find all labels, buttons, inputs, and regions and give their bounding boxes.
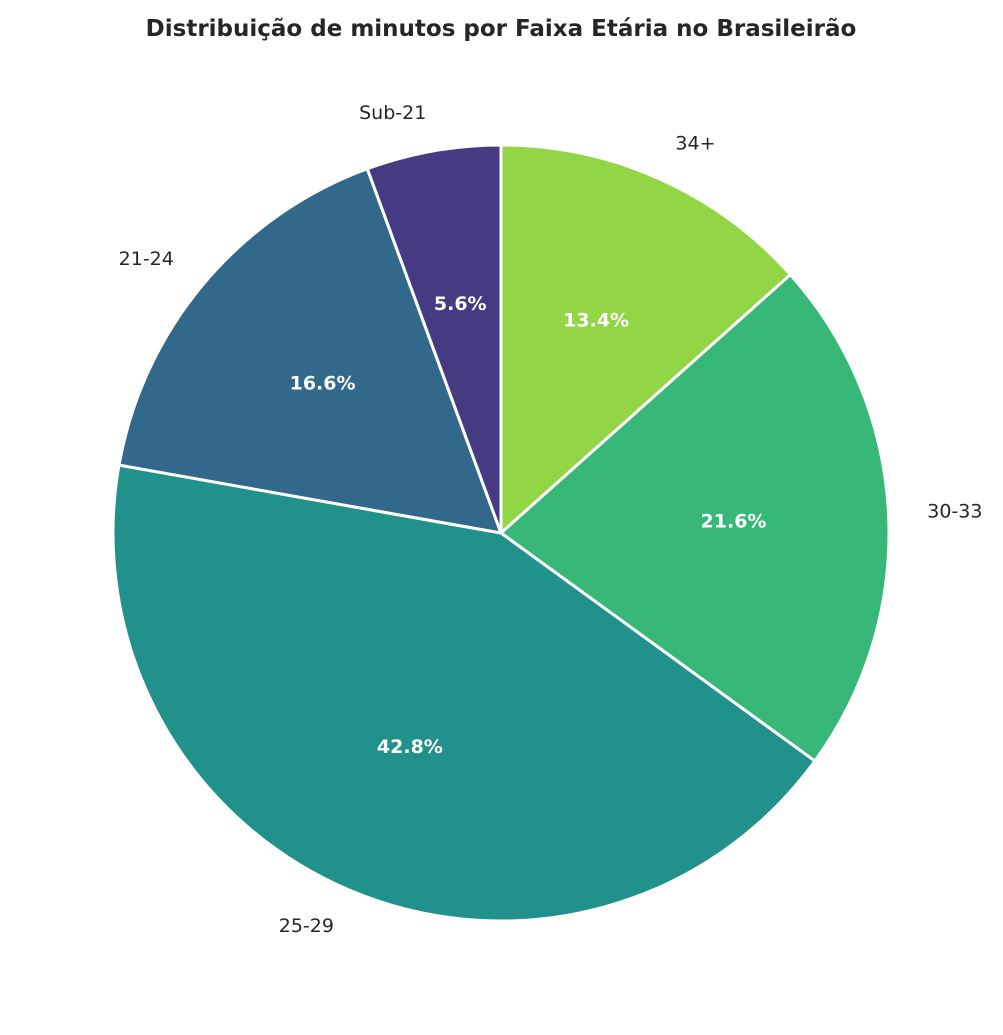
pie-slice-25-29 bbox=[111, 463, 817, 923]
slice-percent-label: 42.8% bbox=[377, 736, 443, 758]
slice-category-label: 25-29 bbox=[279, 915, 334, 937]
slice-category-label: 34+ bbox=[675, 132, 715, 154]
pie-category-labels: 34+ 30-33 25-29 21-24 Sub-21 bbox=[119, 102, 983, 937]
pie-slice-21-24 bbox=[117, 167, 503, 535]
slice-percent-label: 13.4% bbox=[563, 310, 629, 332]
slice-category-label: 21-24 bbox=[119, 248, 174, 270]
pie-slice-34- bbox=[499, 143, 792, 535]
slice-percent-label: 16.6% bbox=[290, 372, 356, 394]
pie-percent-labels: 13.4% 21.6% 42.8% 16.6% 5.6% bbox=[290, 293, 767, 758]
slice-category-label: Sub-21 bbox=[359, 102, 426, 124]
pie-slices bbox=[111, 143, 891, 923]
pie-slice-sub-21 bbox=[365, 143, 503, 535]
slice-percent-label: 21.6% bbox=[701, 510, 767, 532]
chart-title: Distribuição de minutos por Faixa Etária… bbox=[146, 16, 857, 42]
pie-slice-30-33 bbox=[499, 273, 891, 763]
slice-category-label: 30-33 bbox=[927, 501, 982, 523]
slice-percent-label: 5.6% bbox=[434, 293, 487, 315]
